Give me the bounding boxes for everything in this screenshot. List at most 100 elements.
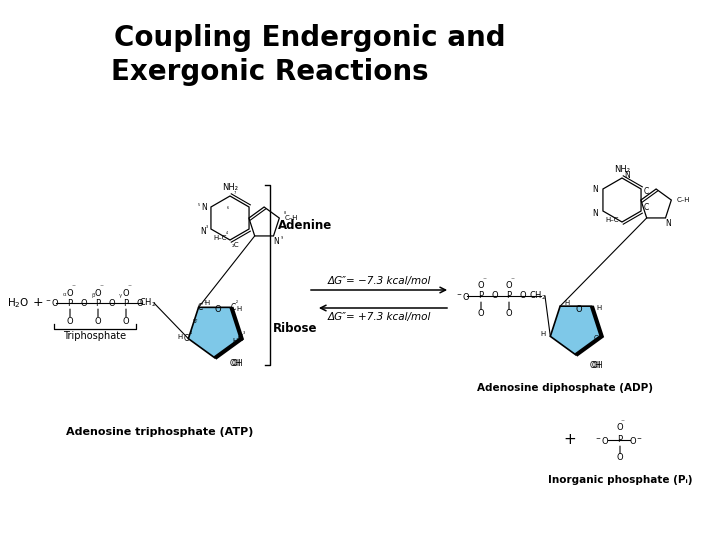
Text: ⁸: ⁸ <box>284 212 287 217</box>
Text: ⁻: ⁻ <box>99 282 103 292</box>
Text: O: O <box>67 316 73 326</box>
Text: H–C: H–C <box>606 217 618 223</box>
Text: H: H <box>178 334 183 340</box>
Text: C: C <box>184 334 189 343</box>
Text: ⁻: ⁻ <box>71 282 75 292</box>
Text: H: H <box>232 338 238 343</box>
Text: O: O <box>477 309 485 319</box>
Text: C: C <box>644 187 649 197</box>
Text: ⁻: ⁻ <box>620 417 624 427</box>
Text: H: H <box>204 300 210 306</box>
Text: ²: ² <box>236 301 238 306</box>
Text: H–C: H–C <box>213 235 227 241</box>
Text: H: H <box>564 300 570 306</box>
Text: O: O <box>215 305 221 314</box>
Text: ₅: ₅ <box>198 202 200 207</box>
Text: ₇: ₇ <box>234 191 236 195</box>
Text: O$^-$: O$^-$ <box>629 435 643 446</box>
Text: O: O <box>492 292 498 300</box>
Text: C: C <box>644 204 649 213</box>
Text: CH$_2$: CH$_2$ <box>139 297 157 309</box>
Text: O: O <box>505 281 513 291</box>
Text: ₃: ₃ <box>206 224 208 228</box>
Text: O: O <box>95 316 102 326</box>
Text: Ribose: Ribose <box>273 322 318 335</box>
Text: ⁶: ⁶ <box>227 207 229 212</box>
Text: N: N <box>201 202 207 212</box>
Text: C: C <box>237 334 243 343</box>
Text: O: O <box>137 299 143 307</box>
Text: C–H: C–H <box>284 215 298 221</box>
Text: H$_2$O: H$_2$O <box>6 296 30 310</box>
Polygon shape <box>550 306 602 355</box>
Text: ║: ║ <box>124 309 128 317</box>
Text: ₂C: ₂C <box>231 242 239 248</box>
Text: +: + <box>564 433 577 448</box>
Text: Adenine: Adenine <box>278 219 332 232</box>
Text: ΔG″= +7.3 kcal/mol: ΔG″= +7.3 kcal/mol <box>328 312 431 322</box>
Text: $^-$O: $^-$O <box>594 435 610 446</box>
Text: NH₂: NH₂ <box>222 183 238 192</box>
Text: ⁴: ⁴ <box>226 232 228 237</box>
Text: O: O <box>81 299 87 307</box>
Text: Coupling Endergonic and: Coupling Endergonic and <box>114 24 506 52</box>
Polygon shape <box>189 307 242 358</box>
Text: Adenosine diphosphate (ADP): Adenosine diphosphate (ADP) <box>477 383 653 393</box>
Text: ║: ║ <box>507 302 511 310</box>
Text: OH: OH <box>230 360 241 368</box>
Text: O: O <box>576 305 582 314</box>
Text: ³: ³ <box>243 332 245 337</box>
Text: N: N <box>624 171 630 179</box>
Text: ║: ║ <box>618 446 622 454</box>
Text: P: P <box>68 299 73 307</box>
Text: H: H <box>596 305 601 311</box>
Text: ⁴: ⁴ <box>189 332 192 337</box>
Text: O: O <box>505 309 513 319</box>
Text: P: P <box>506 292 512 300</box>
Text: ⁹: ⁹ <box>280 238 283 242</box>
Text: ║: ║ <box>479 302 483 310</box>
Text: ⁻: ⁻ <box>127 282 131 292</box>
Text: C: C <box>593 335 598 341</box>
Text: OH: OH <box>590 361 602 369</box>
Text: α: α <box>63 293 67 298</box>
Text: Inorganic phosphate (Pᵢ): Inorganic phosphate (Pᵢ) <box>548 475 692 485</box>
Text: P: P <box>618 435 623 444</box>
Text: C–H: C–H <box>677 197 690 203</box>
Text: ⁻: ⁻ <box>482 275 486 285</box>
Text: +: + <box>32 296 43 309</box>
Text: CH$_2$: CH$_2$ <box>529 290 546 302</box>
Text: O: O <box>109 299 115 307</box>
Text: N: N <box>592 185 598 193</box>
Text: O: O <box>520 292 526 300</box>
Text: Exergonic Reactions: Exergonic Reactions <box>111 58 429 86</box>
Text: P: P <box>123 299 129 307</box>
Text: O: O <box>617 423 624 433</box>
Text: C: C <box>198 303 203 312</box>
Text: O: O <box>122 288 130 298</box>
Text: N: N <box>274 238 279 246</box>
Text: 5': 5' <box>192 319 198 324</box>
Text: N: N <box>592 210 598 219</box>
Text: O: O <box>122 316 130 326</box>
Text: ⁻: ⁻ <box>510 275 514 285</box>
Text: P: P <box>96 299 101 307</box>
Text: H: H <box>237 306 242 312</box>
Text: γ: γ <box>120 293 122 298</box>
Text: N: N <box>665 219 671 228</box>
Text: Adenosine triphosphate (ATP): Adenosine triphosphate (ATP) <box>66 427 253 437</box>
Text: ¹: ¹ <box>203 301 205 306</box>
Text: ║: ║ <box>96 309 100 317</box>
Text: ║: ║ <box>68 309 72 317</box>
Text: OH: OH <box>232 360 243 368</box>
Text: Triphosphate: Triphosphate <box>63 331 127 341</box>
Text: O: O <box>477 281 485 291</box>
Text: C: C <box>230 303 236 312</box>
Text: H: H <box>541 332 546 338</box>
Text: P: P <box>478 292 484 300</box>
Text: O: O <box>67 288 73 298</box>
Text: NH₂: NH₂ <box>614 165 630 173</box>
Text: $^-$O: $^-$O <box>44 298 60 308</box>
Text: O: O <box>617 454 624 462</box>
Text: β: β <box>91 293 95 298</box>
